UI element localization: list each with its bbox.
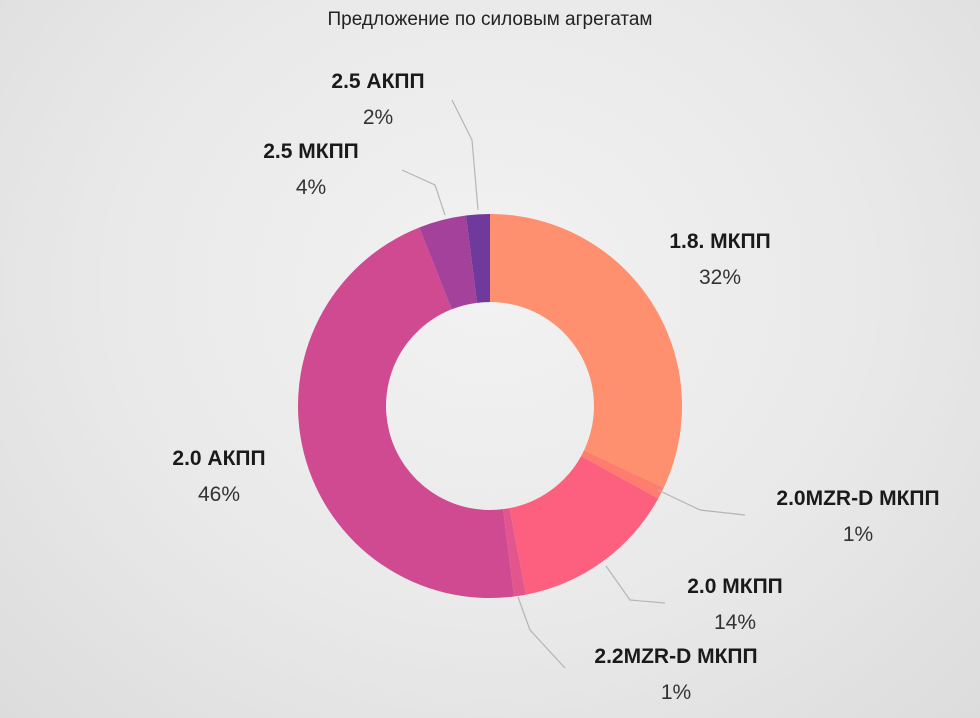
- leader-lines: [401, 99, 746, 669]
- slice-label: 2.5 МКПП: [263, 140, 359, 163]
- leader-line: [451, 99, 479, 211]
- chart-title: Предложение по силовым агрегатам: [327, 9, 653, 30]
- slice-label: 2.0 АКПП: [172, 447, 265, 470]
- leader-line: [657, 489, 746, 516]
- slice-label: 1.8. МКПП: [669, 230, 770, 253]
- leader-line: [517, 596, 566, 669]
- slice-label: 2.2MZR-D МКПП: [594, 645, 757, 668]
- slice-labels: 1.8. МКПП 32% 2.0MZR-D МКПП 1% 2.0 МКПП 14% 2.…: [172, 70, 939, 704]
- slice-value: 14%: [714, 611, 756, 634]
- donut-slices: [298, 214, 683, 598]
- slice-value: 2%: [363, 106, 393, 129]
- donut-slice: [298, 227, 515, 598]
- slice-value: 32%: [699, 266, 741, 289]
- slice-value: 1%: [661, 681, 691, 704]
- slice-label: 2.0 МКПП: [687, 575, 783, 598]
- leader-line: [605, 565, 666, 604]
- donut-slice: [465, 214, 490, 303]
- donut-slice: [503, 508, 526, 597]
- slice-value: 1%: [843, 523, 873, 546]
- donut-slice: [490, 214, 683, 488]
- slice-label: 2.5 АКПП: [331, 70, 424, 93]
- leader-line: [401, 169, 446, 216]
- slice-value: 46%: [198, 483, 240, 506]
- slice-value: 4%: [296, 176, 326, 199]
- slice-label: 2.0MZR-D МКПП: [776, 487, 939, 510]
- donut-slice: [419, 215, 477, 310]
- donut-slice: [581, 450, 664, 499]
- donut-slice: [509, 456, 659, 595]
